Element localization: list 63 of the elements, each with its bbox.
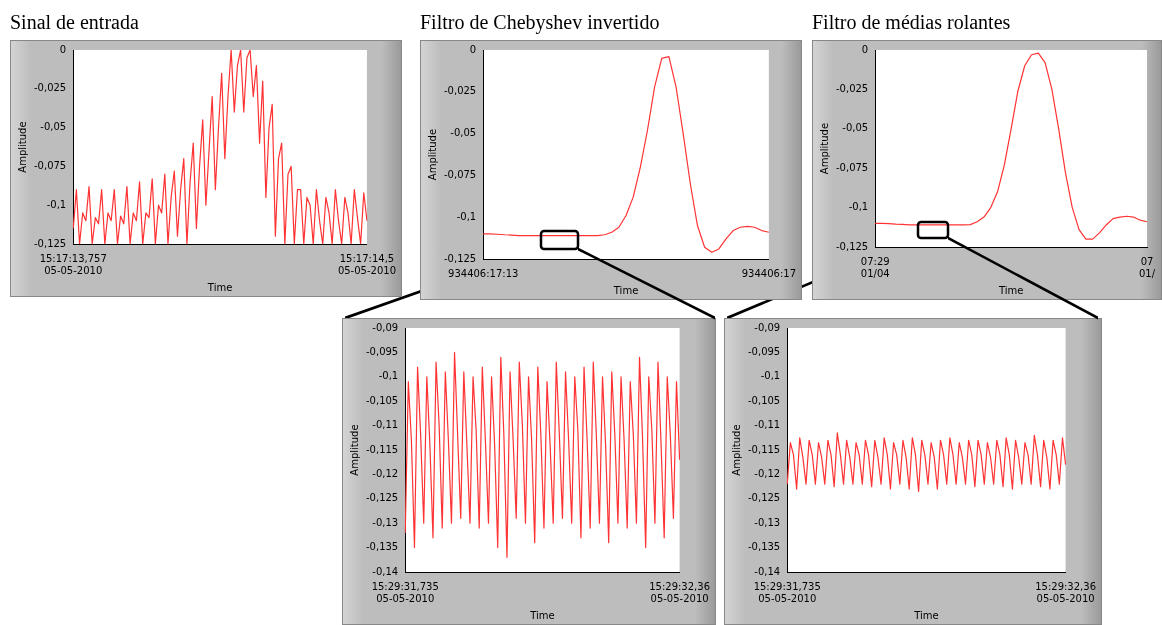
y-tick-label: -0,05 (842, 122, 869, 134)
y-axis-title: Amplitude (348, 424, 360, 476)
x-tick-label: 07:29 01/04 (860, 255, 890, 279)
x-tick-label: 15:29:31,735 05-05-2010 (753, 580, 821, 604)
y-tick-label: 0 (469, 43, 477, 55)
y-tick-label: -0,105 (365, 394, 399, 406)
y-tick-label: -0,13 (754, 516, 781, 528)
y-tick-label: -0,115 (747, 443, 781, 455)
x-tick-label: 934406:17 (741, 267, 797, 279)
y-tick-label: -0,1 (848, 201, 869, 213)
y-tick-label: -0,12 (754, 467, 781, 479)
y-tick-label: -0,1 (46, 198, 67, 210)
y-tick-label: -0,05 (40, 121, 67, 133)
y-tick-label: -0,075 (443, 168, 477, 180)
y-tick-label: -0,09 (754, 321, 781, 333)
y-tick-label: -0,125 (835, 240, 869, 252)
y-tick-label: -0,075 (835, 161, 869, 173)
y-tick-label: 0 (59, 43, 67, 55)
y-tick-label: -0,125 (443, 252, 477, 264)
y-tick-label: -0,115 (365, 443, 399, 455)
x-tick-label: 07 01/ (1138, 255, 1156, 279)
y-tick-label: -0,095 (365, 345, 399, 357)
y-axis-title: Amplitude (426, 128, 438, 181)
x-axis-title: Time (612, 284, 639, 296)
x-tick-label: 15:29:32,36 05-05-2010 (1035, 580, 1097, 604)
x-axis-title: Time (913, 609, 939, 621)
y-tick-label: -0,125 (747, 492, 781, 504)
y-axis-title: Amplitude (16, 121, 28, 173)
y-tick-label: -0,025 (443, 85, 477, 97)
x-tick-label: 15:29:31,735 05-05-2010 (371, 580, 439, 604)
y-tick-label: -0,025 (33, 82, 67, 94)
x-tick-label: 15:29:32,36 05-05-2010 (649, 580, 711, 604)
y-tick-label: -0,14 (754, 565, 781, 577)
x-axis-title: Time (206, 281, 233, 293)
y-tick-label: -0,125 (365, 492, 399, 504)
y-tick-label: -0,135 (365, 541, 399, 553)
y-tick-label: -0,075 (33, 159, 67, 171)
x-tick-label: 15:17:14,5 05-05-2010 (337, 252, 396, 276)
y-axis-title: Amplitude (730, 424, 742, 476)
x-axis-title: Time (997, 284, 1024, 296)
y-tick-label: -0,025 (835, 82, 869, 94)
x-tick-label: 15:17:13,757 05-05-2010 (39, 252, 107, 276)
y-tick-label: -0,11 (372, 419, 399, 431)
x-tick-label: 934406:17:13 (448, 267, 519, 279)
y-tick-label: -0,05 (450, 127, 477, 139)
y-tick-label: -0,11 (754, 419, 781, 431)
y-tick-label: -0,1 (760, 370, 781, 382)
y-tick-label: -0,14 (372, 565, 399, 577)
x-axis-title: Time (529, 609, 555, 621)
y-axis-title: Amplitude (818, 122, 830, 175)
y-tick-label: -0,1 (378, 370, 399, 382)
y-tick-label: -0,095 (747, 345, 781, 357)
y-tick-label: -0,1 (456, 210, 477, 222)
y-tick-label: -0,09 (372, 321, 399, 333)
chart-title: Filtro de médias rolantes (812, 10, 1012, 35)
chart-title: Filtro de Chebyshev invertido (420, 10, 661, 36)
y-tick-label: -0,125 (33, 237, 67, 249)
y-tick-label: -0,135 (747, 541, 781, 553)
y-tick-label: -0,12 (372, 467, 399, 479)
y-tick-label: -0,13 (372, 516, 399, 528)
y-tick-label: -0,105 (747, 394, 781, 406)
y-tick-label: 0 (861, 43, 869, 55)
chart-title: Sinal de entrada (10, 10, 140, 35)
